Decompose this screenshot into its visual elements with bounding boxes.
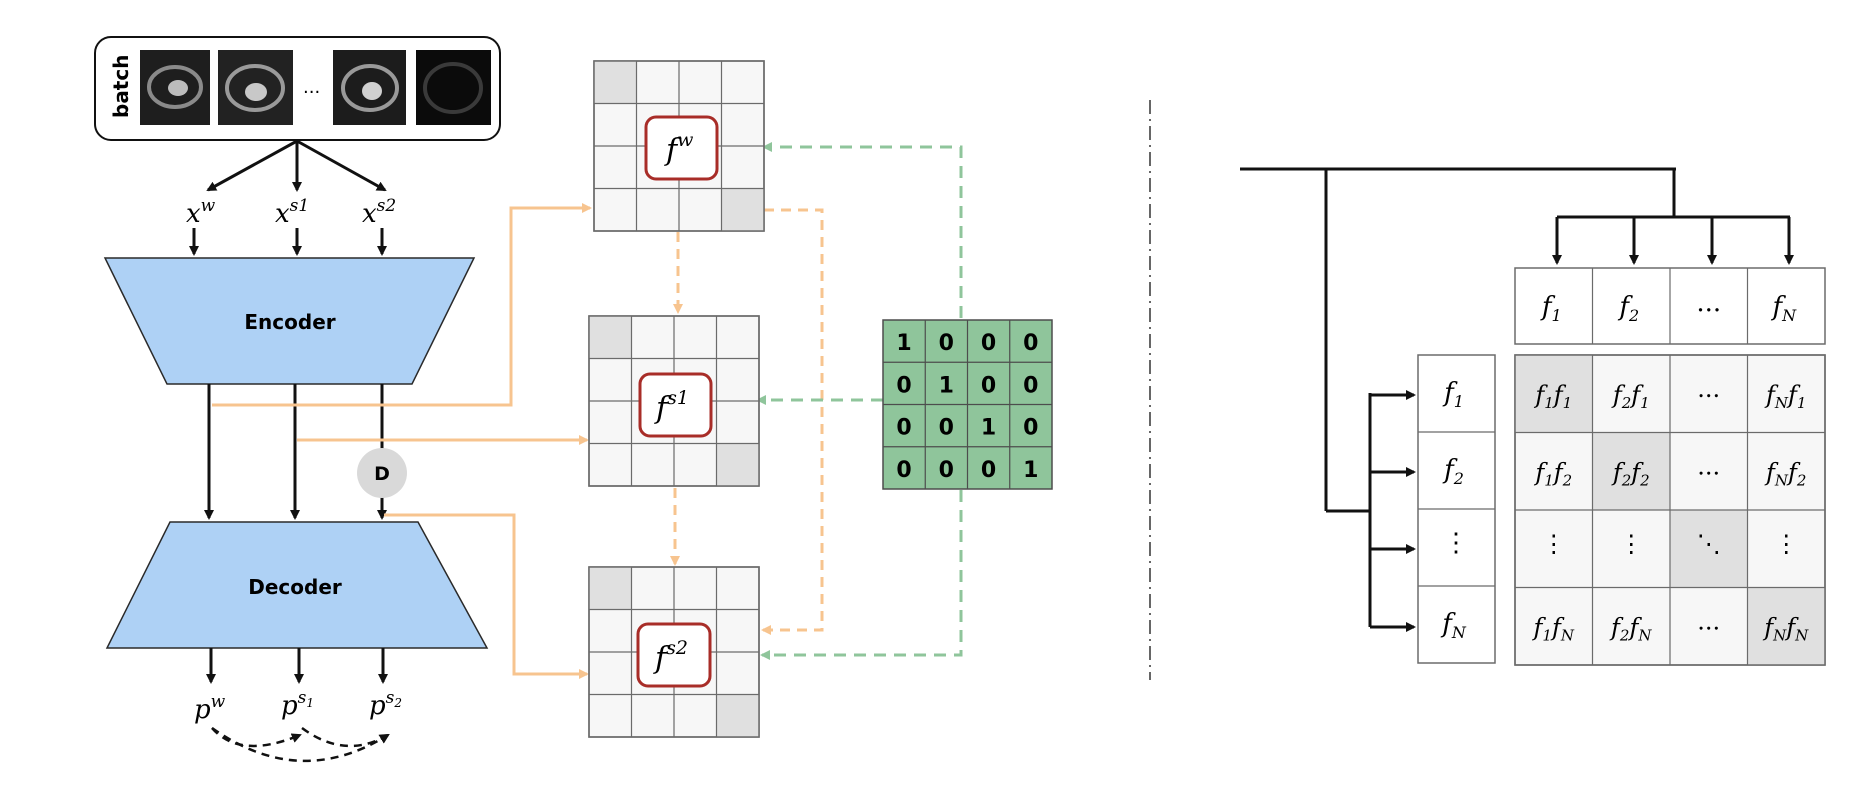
grid-cell: ... [1697, 453, 1720, 481]
identity-cell: 0 [981, 373, 996, 398]
consistency-arcs [211, 726, 390, 763]
identity-cell: 0 [981, 458, 996, 483]
feature-grid-s2: fs2 [588, 566, 760, 738]
identity-matrix: 1 0 0 0 0 1 0 0 0 0 1 0 0 0 0 1 [882, 319, 1053, 490]
identity-cell: 0 [1023, 416, 1038, 441]
output-arrows [206, 648, 388, 684]
identity-cell: 0 [939, 331, 954, 356]
grid-cell: ⋮ [1619, 530, 1643, 558]
output-labels: pw ps1 ps2 [194, 688, 402, 725]
dropout-label: D [374, 463, 390, 485]
identity-cell: 1 [939, 373, 954, 398]
identity-cell: 0 [896, 458, 911, 483]
identity-links [756, 142, 963, 660]
decoder-block: Decoder [105, 521, 489, 649]
output-ps1: ps1 [281, 688, 314, 721]
grid-cell: fNfN [1762, 614, 1809, 645]
input-xs2: xs2 [362, 196, 396, 229]
grid-cell: fNf2 [1764, 459, 1806, 490]
feature-grid-s1: fs1 [588, 315, 760, 487]
identity-cell: 1 [1023, 458, 1038, 483]
input-arrows [189, 228, 387, 256]
left-col-cell: ⋮ [1443, 528, 1469, 558]
grid-cell: ... [1697, 608, 1720, 636]
batch-box: batch ... [94, 36, 501, 141]
identity-cell: 1 [896, 331, 911, 356]
identity-cell: 0 [939, 416, 954, 441]
top-row-cell: ... [1696, 288, 1721, 318]
feature-connectors [212, 203, 592, 679]
input-labels: xw xs1 xs2 [186, 196, 396, 229]
grid-cell: ⋮ [1542, 530, 1566, 558]
input-xs1: xs1 [275, 196, 309, 229]
right-tree-connectors [1240, 167, 1794, 632]
decoder-label: Decoder [248, 575, 342, 599]
batch-ellipsis: ... [303, 77, 320, 98]
batch-arrows [206, 139, 387, 192]
feature-grid-w: fw [593, 60, 765, 232]
encoder-block: Encoder [103, 257, 476, 385]
grid-cell: ... [1697, 375, 1720, 403]
identity-cell: 0 [1023, 331, 1038, 356]
grid-cell: ⋮ [1774, 530, 1798, 558]
output-ps2: ps2 [369, 688, 402, 721]
identity-cell: 1 [981, 416, 996, 441]
input-xw: xw [186, 196, 216, 229]
dropout-node: D [357, 448, 407, 498]
grid-cell: ⋱ [1697, 530, 1721, 558]
right-top-row: f1 f2... fN [1514, 267, 1826, 345]
output-pw: pw [194, 692, 226, 725]
identity-cell: 0 [896, 416, 911, 441]
identity-cell: 0 [939, 458, 954, 483]
identity-cell: 0 [981, 331, 996, 356]
identity-cell: 0 [1023, 373, 1038, 398]
right-left-column: f1f2⋮fN [1417, 354, 1496, 664]
encoder-label: Encoder [244, 310, 335, 334]
identity-cell: 0 [896, 373, 911, 398]
batch-label: batch [109, 55, 133, 118]
feature-dashed-links [670, 208, 824, 635]
